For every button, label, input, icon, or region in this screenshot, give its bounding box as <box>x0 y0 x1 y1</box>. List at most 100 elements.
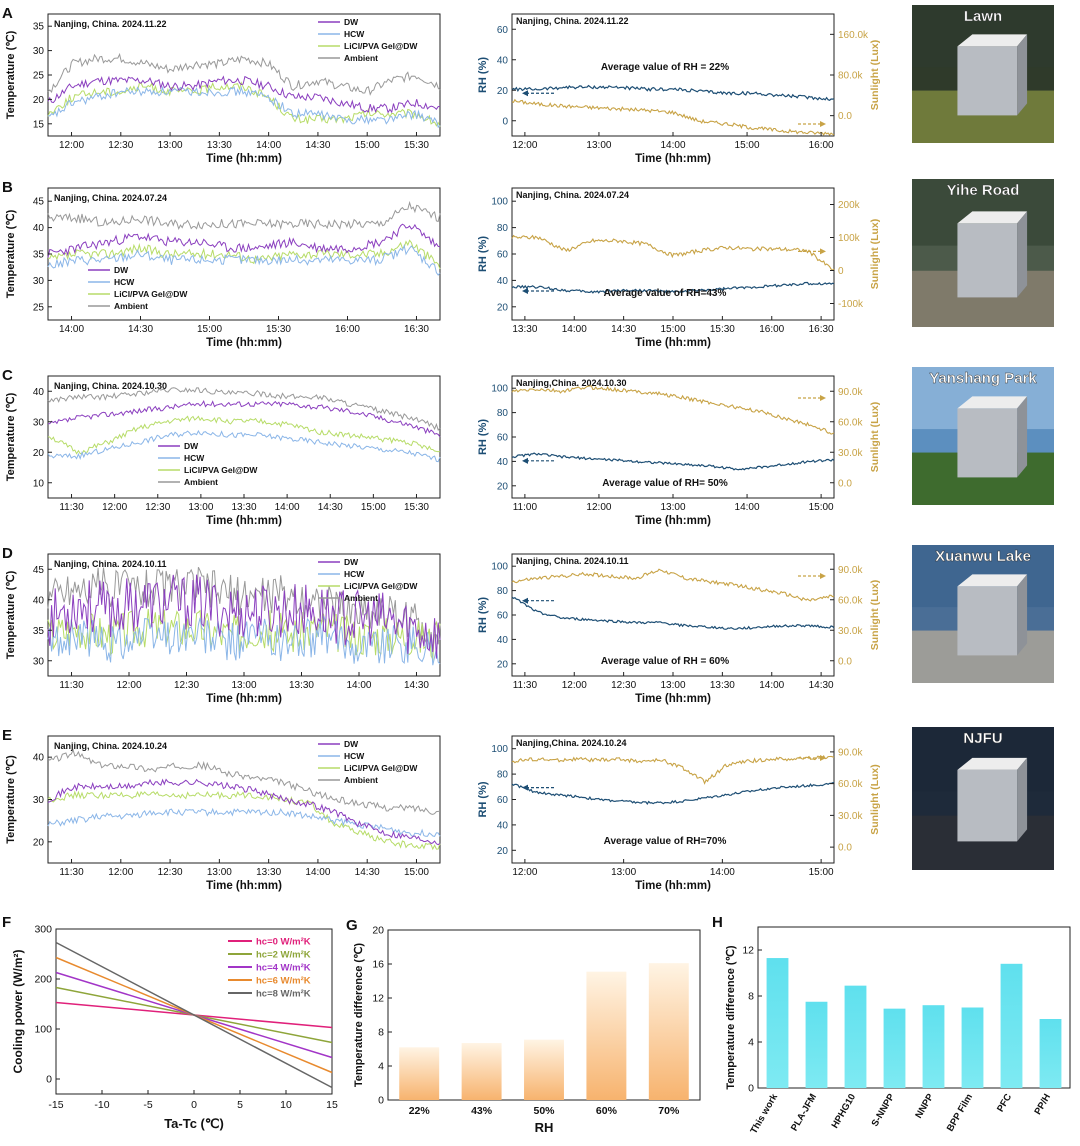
panel-h: H This work PLA-JFM HPHG10 S-NNPP NNPP BPP Fil… <box>712 914 1071 1136</box>
bar-s-nnpp <box>883 1008 906 1088</box>
y-tick-label: 60 <box>497 433 509 444</box>
device-box <box>957 223 1018 298</box>
x-tick-label: 13:00 <box>158 140 183 151</box>
device-top <box>957 396 1028 409</box>
site-label: Yanshang Park <box>929 370 1037 387</box>
legend-label: HCW <box>344 569 365 579</box>
bar-60pct <box>586 971 627 1100</box>
y-tick-label: 30 <box>33 46 45 57</box>
x-tick-label: 12:00 <box>116 680 141 691</box>
series-line-licl-pva-gel-dw <box>47 239 441 270</box>
site-photo-e: NJFU <box>912 727 1054 870</box>
x-tick-label: 13:30 <box>207 140 232 151</box>
temp-chart-a: Nanjing, China. 2024.11.22 DW HCW LiCl/PVA … <box>5 13 441 165</box>
device-side <box>1017 211 1028 298</box>
y2-tick-label: 30.0k <box>838 811 863 822</box>
y-tick-label: 35 <box>33 250 45 261</box>
y-tick-label: 40 <box>33 753 45 764</box>
site-label: NJFU <box>963 730 1002 747</box>
bar-22pct <box>399 1047 440 1100</box>
sun-arrowhead <box>820 121 826 127</box>
sunlight-axis-title: Sunlight (Lux) <box>869 402 881 473</box>
x-tick-label: 13:30 <box>289 680 314 691</box>
legend-label: HCW <box>344 751 365 761</box>
legend-label: HCW <box>344 29 365 39</box>
x-tick-label: BPP Film <box>945 1092 975 1133</box>
y-tick-label: 100 <box>491 562 508 573</box>
x-tick-label: 15:00 <box>809 867 834 878</box>
x-tick-label: 12:00 <box>59 140 84 151</box>
x-tick-label: 15:30 <box>404 502 429 513</box>
y-tick-label: 100 <box>491 744 508 755</box>
x-tick-label: 13:00 <box>207 867 232 878</box>
x-tick-label: 13:00 <box>660 680 685 691</box>
y2-tick-label: -100k <box>838 299 864 310</box>
legend-label: LiCl/PVA Gel@DW <box>344 581 418 591</box>
rh-chart-header: Nanjing,China. 2024.10.30 <box>516 378 627 388</box>
series-line-licl-pva-gel-dw <box>47 790 441 851</box>
x-tick-label: 11:00 <box>513 502 538 513</box>
x-axis-title: Time (hh:mm) <box>206 153 282 165</box>
y-tick-label: 35 <box>33 626 45 637</box>
panel-letter-e: E <box>2 727 12 744</box>
rh-arrowhead <box>522 457 528 464</box>
y-tick-label: 60 <box>497 250 509 261</box>
y2-tick-label: 0 <box>838 266 844 277</box>
y2-tick-label: 200k <box>838 200 861 211</box>
rh-chart-header: Nanjing, China. 2024.07.24 <box>516 190 629 200</box>
y-tick-label: 20 <box>497 846 509 857</box>
x-tick-label: 13:00 <box>660 502 685 513</box>
y-tick-label: 40 <box>497 635 509 646</box>
y2-tick-label: 0.0 <box>838 478 852 489</box>
x-tick-label: 14:00 <box>710 867 735 878</box>
y-axis-title: Cooling power (W/m²) <box>11 950 25 1074</box>
sunlight-line <box>511 568 835 602</box>
x-tick-label: This work <box>748 1091 780 1136</box>
rh-line <box>511 281 835 294</box>
y-tick-label: 8 <box>748 991 754 1003</box>
x-tick-label: 11:30 <box>59 867 84 878</box>
device-side <box>1017 34 1028 116</box>
x-tick-label: 12:00 <box>512 140 537 151</box>
bar-this-work <box>766 958 789 1088</box>
x-axis-title: RH <box>535 1120 554 1135</box>
temp-chart-d: Nanjing, China. 2024.10.11 DW HCW LiCl/PVA … <box>5 553 441 705</box>
x-tick-label: 0 <box>191 1099 197 1111</box>
x-tick-label: 14:30 <box>809 680 834 691</box>
y-axis-title: Temperature (℃) <box>5 755 17 844</box>
series-line-hcw <box>47 616 441 666</box>
bar-70pct <box>648 963 689 1100</box>
x-tick-label: 50% <box>533 1105 555 1117</box>
legend-label: hc=2 W/m²K <box>256 950 311 961</box>
y-tick-label: 80 <box>497 586 509 597</box>
x-tick-label: 11:30 <box>59 502 84 513</box>
y-tick-label: 40 <box>33 387 45 398</box>
site-photo-a: Lawn <box>912 5 1054 143</box>
x-tick-label: 11:30 <box>59 680 84 691</box>
rh-chart-d: Nanjing, China. 2024.10.11 Average value … <box>477 553 881 705</box>
panel-row-a: A Nanjing, China. 2024.11.22 DW HCW LiCl/PVA… <box>2 5 1054 165</box>
panel-row-e: E Nanjing, China. 2024.10.24 DW HCW LiCl/PVA… <box>2 727 1054 892</box>
temp-plot-frame <box>47 187 441 321</box>
rh-axis-title: RH (%) <box>477 57 489 93</box>
y-tick-label: 40 <box>497 820 509 831</box>
x-tick-label: 13:00 <box>586 140 611 151</box>
y-tick-label: 16 <box>372 959 384 971</box>
rh-average-annotation: Average value of RH= 50% <box>602 478 728 489</box>
y-tick-label: 0 <box>748 1083 754 1095</box>
legend-label: DW <box>344 557 359 567</box>
device-box <box>957 586 1018 656</box>
y-tick-label: 4 <box>748 1037 754 1049</box>
x-tick-label: 14:00 <box>759 680 784 691</box>
x-tick-label: 16:30 <box>404 324 429 335</box>
site-label: Lawn <box>964 8 1002 25</box>
x-tick-label: 5 <box>237 1099 243 1111</box>
legend-label: hc=0 W/m²K <box>256 937 311 948</box>
site-photo-b: Yihe Road <box>912 179 1054 327</box>
rh-arrowhead <box>522 90 528 97</box>
y-axis-title: Temperature (℃) <box>5 392 17 481</box>
x-axis-title: Time (hh:mm) <box>206 693 282 705</box>
x-tick-label: 12:30 <box>611 680 636 691</box>
x-tick-label: NNPP <box>913 1091 936 1120</box>
series-line-hcw <box>47 807 441 837</box>
